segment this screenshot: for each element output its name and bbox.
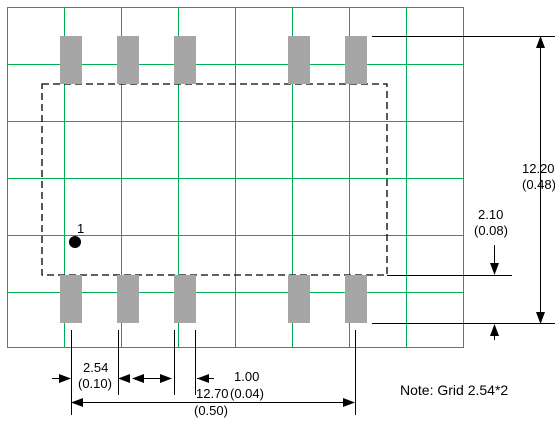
pad bbox=[345, 36, 367, 84]
top-pads bbox=[60, 36, 367, 84]
pad bbox=[288, 275, 310, 323]
dim-padw-in: (0.04) bbox=[230, 386, 264, 401]
dim-gap-mm: 2.10 bbox=[478, 207, 503, 222]
pad bbox=[345, 275, 367, 323]
pad bbox=[60, 275, 82, 323]
dim-height-in: (0.48) bbox=[522, 177, 555, 192]
grid-note: Note: Grid 2.54*2 bbox=[400, 382, 508, 398]
dim-height-mm: 12.20 bbox=[522, 161, 555, 176]
arrowheads bbox=[59, 36, 545, 407]
pad bbox=[117, 36, 139, 84]
pad bbox=[174, 275, 196, 323]
bottom-pads bbox=[60, 275, 367, 323]
dimension-lines bbox=[52, 36, 555, 415]
dim-span-mm: 12.70 bbox=[196, 386, 229, 401]
pin1-dot bbox=[69, 236, 81, 248]
dim-pitch-in: (0.10) bbox=[78, 376, 112, 391]
pad bbox=[117, 275, 139, 323]
dim-pitch-mm: 2.54 bbox=[83, 360, 108, 375]
dim-padw-mm: 1.00 bbox=[234, 369, 259, 384]
pad bbox=[60, 36, 82, 84]
dim-span-in: (0.50) bbox=[194, 403, 228, 418]
pad bbox=[174, 36, 196, 84]
body-outline bbox=[41, 83, 388, 276]
dim-gap-in: (0.08) bbox=[474, 223, 508, 238]
pin1-label: 1 bbox=[77, 221, 84, 236]
pad bbox=[288, 36, 310, 84]
